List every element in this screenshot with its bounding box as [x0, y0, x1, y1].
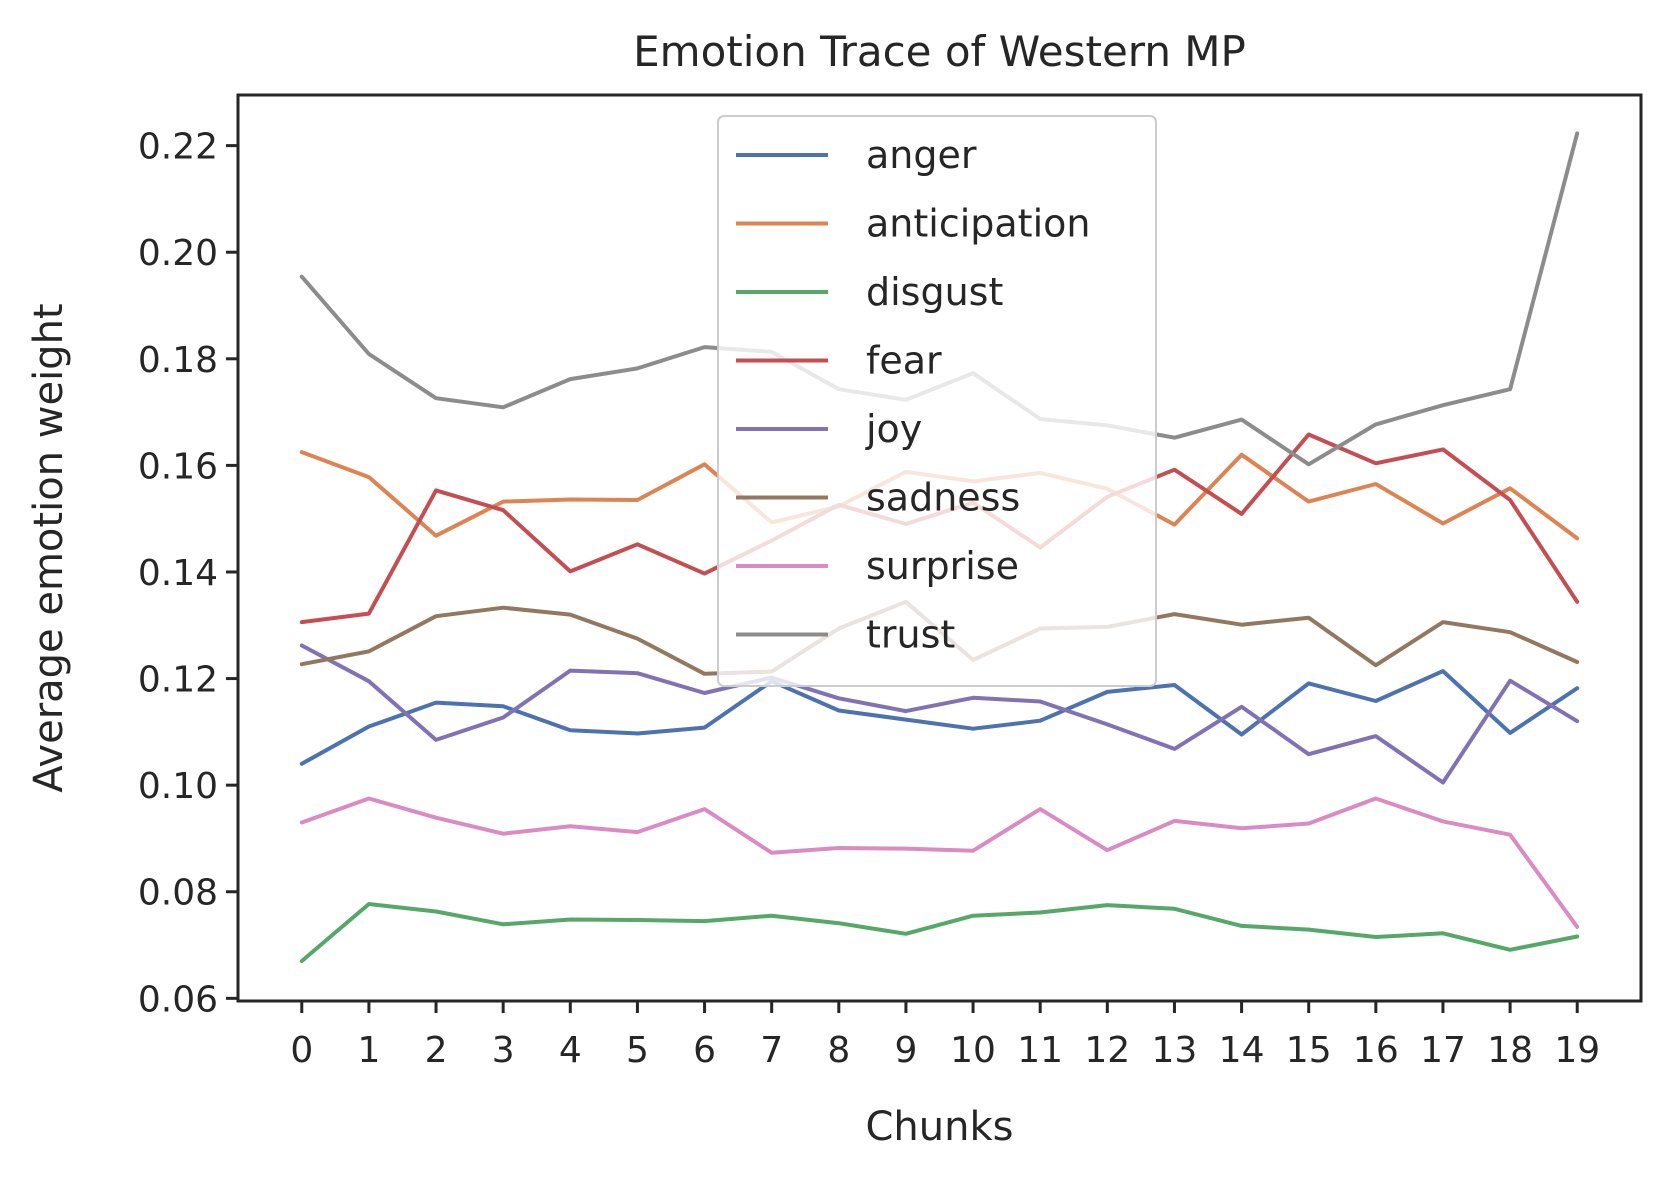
- legend-label-anger: anger: [866, 133, 977, 177]
- tick-layer: 0.060.080.100.120.140.160.180.200.220 1 2 3…: [138, 127, 1600, 1071]
- x-tick-label: 12: [1084, 1030, 1130, 1071]
- x-tick-label: 14: [1219, 1030, 1265, 1071]
- series-line-disgust: [299, 902, 1580, 963]
- x-tick-label: 6: [693, 1030, 716, 1071]
- y-tick-label: 0.12: [138, 660, 218, 701]
- legend-label-sadness: sadness: [866, 476, 1020, 520]
- legend-box: [717, 115, 1157, 687]
- x-tick-label: 19: [1554, 1030, 1600, 1071]
- x-tick-label: 13: [1152, 1030, 1198, 1071]
- series-layer: [299, 131, 1580, 963]
- x-tick-label: 1: [357, 1030, 380, 1071]
- legend-label-trust: trust: [866, 613, 955, 657]
- y-tick-label: 0.10: [138, 766, 218, 807]
- legend: anger anticipation disgust fear joy sadness su…: [717, 115, 1157, 687]
- legend-label-disgust: disgust: [866, 270, 1003, 314]
- x-tick-label: 5: [626, 1030, 649, 1071]
- y-tick-label: 0.06: [138, 979, 218, 1020]
- series-line-joy: [299, 643, 1580, 785]
- x-tick-label: 16: [1353, 1030, 1399, 1071]
- x-tick-label: 18: [1487, 1030, 1533, 1071]
- y-tick-label: 0.14: [138, 553, 218, 594]
- legend-label-anticipation: anticipation: [866, 202, 1090, 246]
- x-tick-label: 10: [950, 1030, 996, 1071]
- x-tick-label: 7: [760, 1030, 783, 1071]
- x-tick-label: 15: [1286, 1030, 1332, 1071]
- x-tick-label: 3: [492, 1030, 515, 1071]
- legend-label-joy: joy: [865, 407, 922, 451]
- y-tick-label: 0.18: [138, 340, 218, 381]
- x-tick-label: 8: [827, 1030, 850, 1071]
- series-line-surprise: [299, 796, 1580, 929]
- x-tick-label: 2: [425, 1030, 448, 1071]
- legend-label-surprise: surprise: [866, 544, 1019, 588]
- y-axis-label: Average emotion weight: [26, 303, 72, 792]
- plot-frame: [236, 93, 1643, 1003]
- x-tick-label: 0: [290, 1030, 313, 1071]
- chart-title: Emotion Trace of Western MP: [633, 27, 1246, 76]
- y-tick-label: 0.20: [138, 233, 218, 274]
- x-tick-label: 9: [894, 1030, 917, 1071]
- y-tick-label: 0.22: [138, 127, 218, 168]
- x-tick-label: 11: [1017, 1030, 1063, 1071]
- y-tick-label: 0.16: [138, 446, 218, 487]
- legend-label-fear: fear: [866, 339, 942, 383]
- y-tick-label: 0.08: [138, 873, 218, 914]
- x-axis-label: Chunks: [866, 1104, 1014, 1150]
- x-tick-label: 17: [1420, 1030, 1466, 1071]
- x-tick-label: 4: [559, 1030, 582, 1071]
